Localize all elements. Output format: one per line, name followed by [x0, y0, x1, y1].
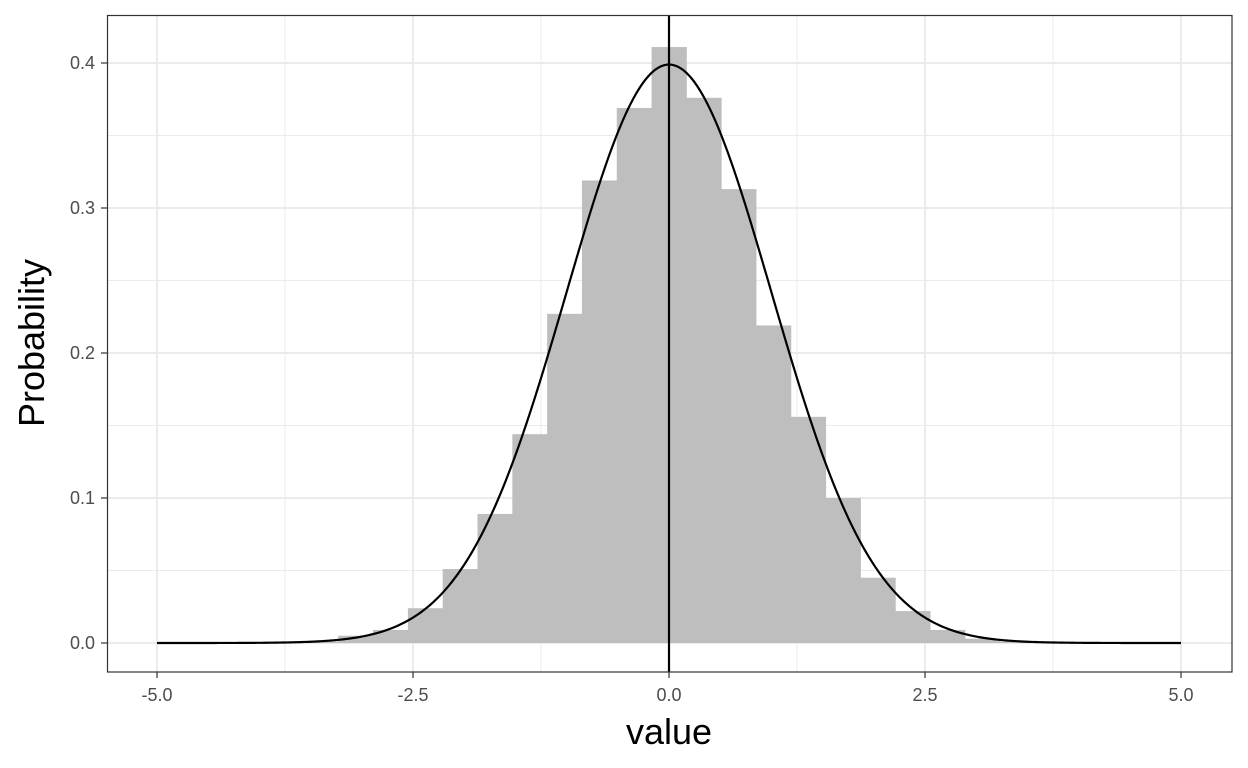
histogram-bar [547, 313, 583, 643]
y-axis-ticks: 0.0 0.1 0.2 0.3 0.4 [70, 53, 107, 653]
histogram-bar [930, 629, 966, 643]
histogram-bar [895, 611, 931, 643]
x-tick-label: 0.0 [656, 685, 681, 705]
histogram-bar [512, 434, 548, 643]
histogram-bar [790, 416, 827, 643]
x-axis-title: value [626, 711, 712, 752]
plot-border [106, 14, 1233, 673]
histogram-bar [338, 635, 374, 643]
histogram-bar [756, 325, 792, 643]
y-axis-title: Probability [11, 259, 52, 427]
histogram-bar [964, 638, 1001, 643]
x-axis-ticks: -5.0 -2.5 0.0 2.5 5.0 [141, 672, 1194, 705]
x-tick-label: -5.0 [141, 685, 172, 705]
x-tick-label: -2.5 [397, 685, 428, 705]
y-tick-label: 0.3 [70, 198, 95, 218]
histogram-bar [373, 629, 409, 643]
histogram-bar [442, 569, 478, 643]
x-tick-label: 5.0 [1168, 685, 1193, 705]
histogram-bar [581, 180, 618, 643]
histogram-bars [268, 47, 1070, 644]
histogram-bar [860, 577, 896, 643]
x-tick-label: 2.5 [912, 685, 937, 705]
histogram-bar [825, 498, 861, 643]
y-tick-label: 0.4 [70, 53, 95, 73]
histogram-bar [407, 608, 444, 643]
histogram-bar [477, 513, 513, 643]
histogram-bar [686, 97, 722, 644]
histogram-bar [616, 107, 652, 643]
histogram-bar [721, 189, 757, 643]
y-tick-label: 0.1 [70, 488, 95, 508]
y-tick-label: 0.0 [70, 633, 95, 653]
y-tick-label: 0.2 [70, 343, 95, 363]
